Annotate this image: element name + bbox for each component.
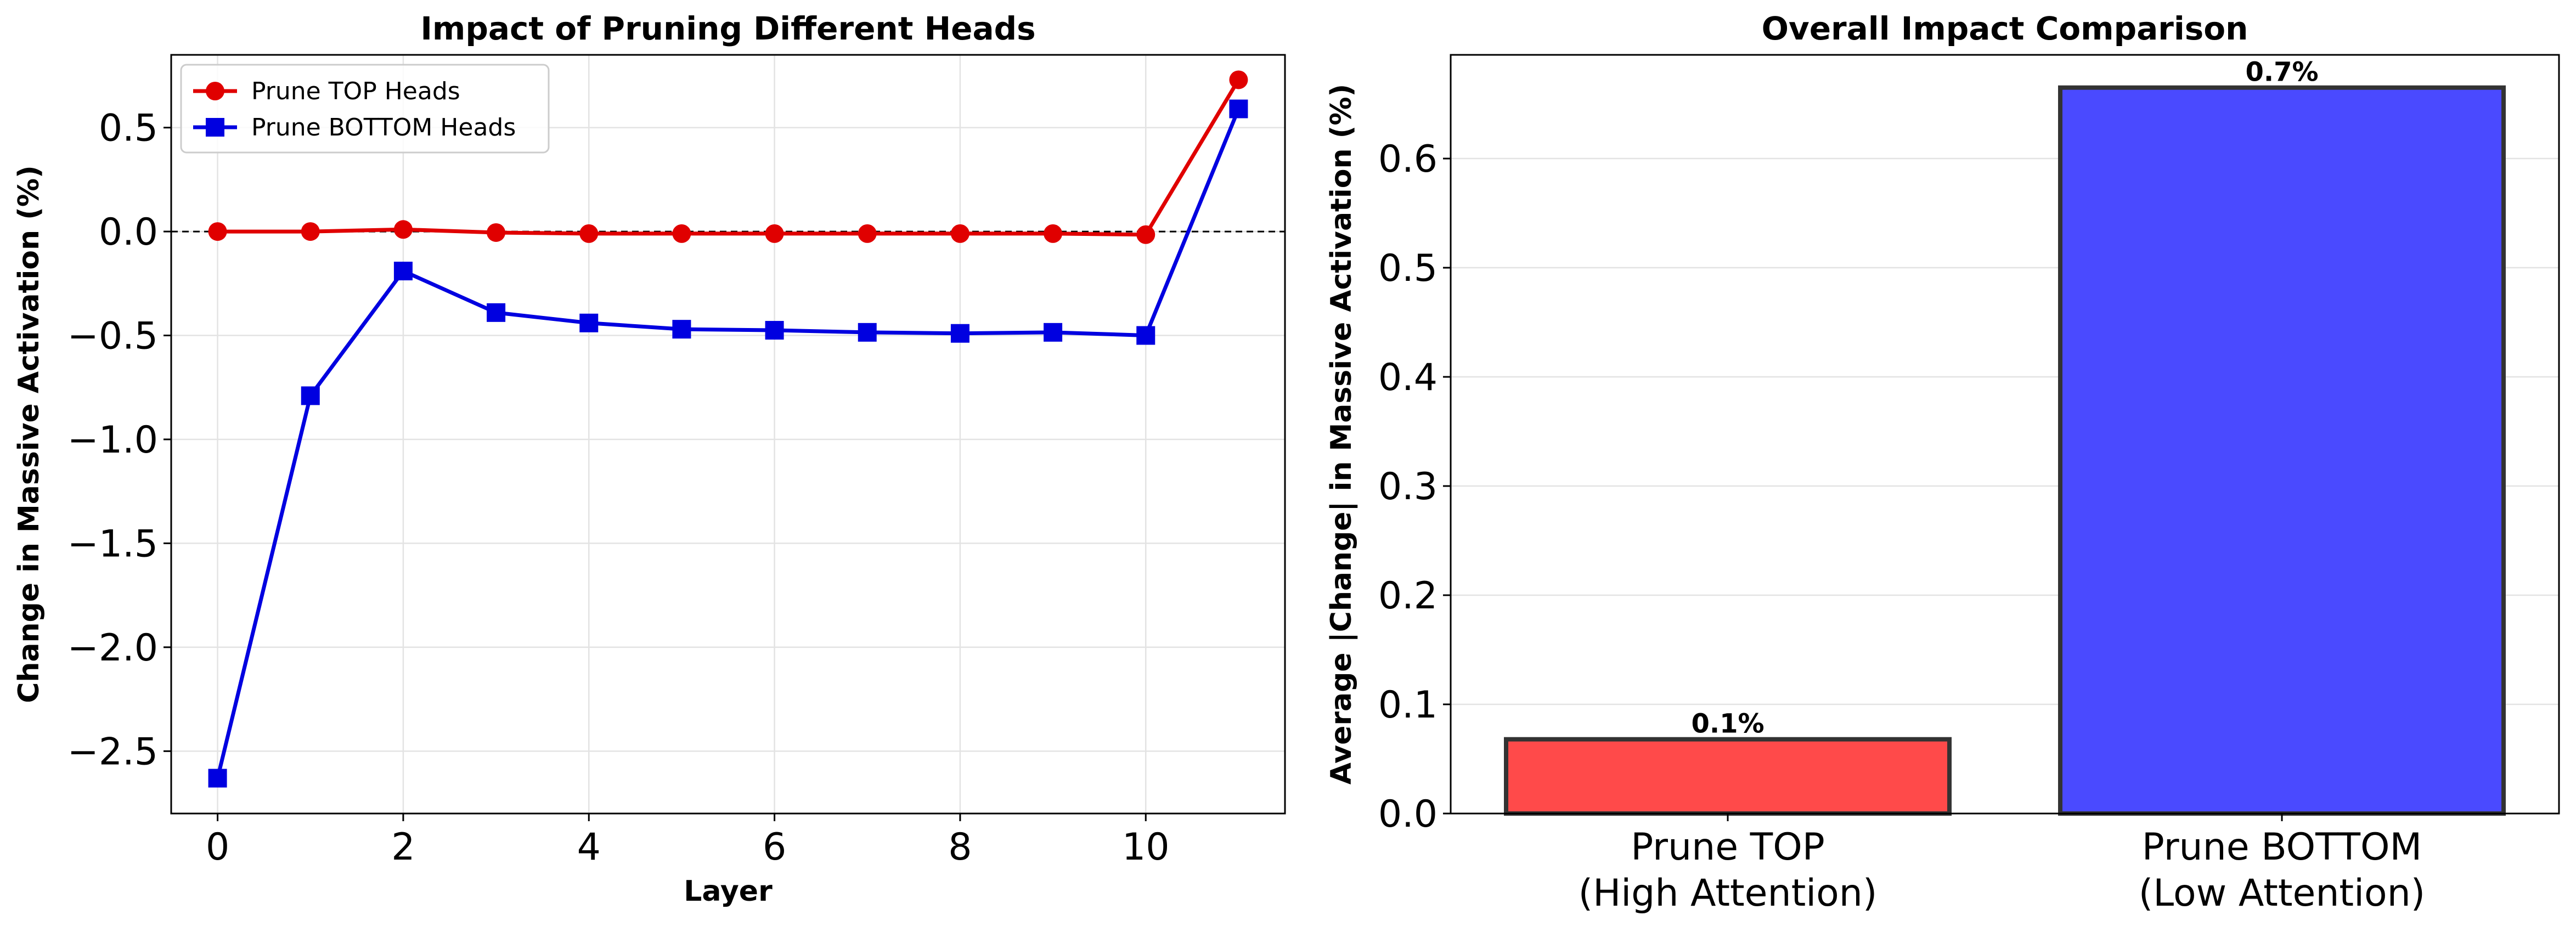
- x-tick-label: 10: [1122, 826, 1170, 869]
- bar-chart-y-label: Average |Change| in Massive Activation (…: [1325, 84, 1358, 784]
- point-top-heads: [208, 222, 227, 241]
- legend-entry-label: Prune BOTTOM Heads: [251, 114, 516, 142]
- point-top-heads: [301, 222, 320, 241]
- point-top-heads: [579, 224, 599, 243]
- bar-group: 0.1% 0.7%: [1504, 57, 2506, 816]
- bar-value-label: 0.1%: [1691, 709, 1764, 739]
- point-bottom-heads: [487, 303, 506, 322]
- bar-chart-x-ticks: Prune TOP(High Attention) Prune BOTTOM(Lo…: [1579, 814, 2425, 915]
- line-chart-grid: [171, 55, 1285, 814]
- series-line-bottom: [216, 108, 1241, 779]
- y-tick-label: 0.0: [1378, 793, 1438, 836]
- y-tick-label: 0.3: [1378, 465, 1438, 509]
- point-top-heads: [487, 223, 506, 242]
- y-tick-label: 0.5: [99, 107, 158, 150]
- point-top-heads: [1229, 70, 1248, 89]
- x-tick-label: 4: [577, 826, 601, 869]
- point-bottom-heads: [393, 262, 413, 281]
- point-bottom-heads: [579, 313, 599, 332]
- point-top-heads: [950, 224, 969, 243]
- bar-chart-y-ticks: 0.0 0.1 0.2 0.3 0.4 0.5 0.6: [1378, 138, 1451, 836]
- point-top-heads: [765, 224, 784, 243]
- legend-marker-circle: [206, 82, 224, 100]
- point-bottom-heads: [1044, 323, 1063, 342]
- legend-entry-label: Prune TOP Heads: [251, 77, 460, 105]
- y-tick-label: −1.5: [67, 522, 158, 566]
- point-top-heads: [1136, 225, 1155, 244]
- line-chart-x-label: Layer: [684, 875, 773, 908]
- y-tick-label: 0.5: [1378, 247, 1438, 290]
- y-tick-label: −2.0: [67, 626, 158, 670]
- line-chart-panel: 0 2 4 6 8 10 0.5 0.0 −0.5 −1.0 −1.5 −2.0 −2.5 Impac…: [13, 10, 1286, 908]
- category-label: Prune TOP: [1631, 826, 1824, 869]
- bar-chart-title: Overall Impact Comparison: [1762, 10, 2248, 47]
- category-label: (High Attention): [1579, 872, 1878, 915]
- point-bottom-heads: [301, 386, 320, 405]
- bar-prune-top: [1504, 737, 1952, 816]
- line-chart-y-label: Change in Massive Activation (%): [13, 165, 46, 703]
- point-bottom-heads: [950, 324, 969, 343]
- x-tick-label: 8: [948, 826, 972, 869]
- bar-chart-axes-frame: [1450, 54, 2560, 815]
- x-tick-label: 0: [206, 826, 229, 869]
- point-top-heads: [393, 220, 413, 239]
- x-tick-label: 2: [391, 826, 415, 869]
- y-tick-label: 0.0: [99, 211, 158, 254]
- point-bottom-heads: [1136, 326, 1155, 345]
- y-tick-label: −1.0: [67, 419, 158, 462]
- line-chart-legend: Prune TOP Heads Prune BOTTOM Heads: [180, 64, 550, 154]
- line-chart-y-ticks: 0.5 0.0 −0.5 −1.0 −1.5 −2.0 −2.5: [67, 107, 171, 773]
- category-label: (Low Attention): [2139, 872, 2425, 915]
- y-tick-label: 0.6: [1378, 138, 1438, 181]
- point-bottom-heads: [208, 769, 227, 788]
- bar-prune-bottom: [2058, 85, 2506, 816]
- bar-value-label: 0.7%: [2245, 57, 2318, 88]
- y-tick-label: 0.2: [1378, 574, 1438, 618]
- point-top-heads: [858, 224, 877, 243]
- point-bottom-heads: [1229, 99, 1248, 118]
- category-label: Prune BOTTOM: [2142, 826, 2422, 869]
- point-bottom-heads: [765, 321, 784, 340]
- point-bottom-heads: [858, 323, 877, 342]
- y-tick-label: −2.5: [67, 730, 158, 773]
- line-chart-title: Impact of Pruning Different Heads: [420, 10, 1035, 47]
- y-tick-label: −0.5: [67, 315, 158, 358]
- legend-box: [180, 64, 550, 154]
- line-series-group: [208, 70, 1248, 788]
- line-chart-x-ticks: 0 2 4 6 8 10: [206, 814, 1170, 869]
- x-tick-label: 6: [763, 826, 786, 869]
- series-line-top: [217, 78, 1241, 237]
- line-chart-axes-frame: [170, 54, 1286, 815]
- point-top-heads: [672, 224, 691, 243]
- point-bottom-heads: [672, 320, 691, 339]
- y-tick-label: 0.1: [1378, 684, 1438, 727]
- bar-chart-panel: 0.1%0.7% Prune TOP(High Attention)Prune …: [1325, 10, 2560, 915]
- legend-marker-square: [206, 118, 224, 137]
- point-top-heads: [1044, 224, 1063, 243]
- y-tick-label: 0.4: [1378, 356, 1438, 399]
